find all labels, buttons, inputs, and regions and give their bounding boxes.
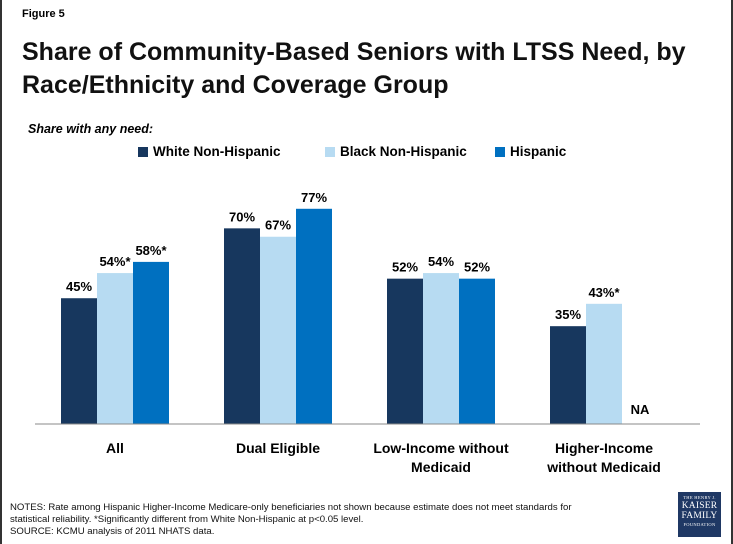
bar-label-2-0: 52% <box>392 260 418 275</box>
bar-3-0 <box>550 326 586 424</box>
category-label-2-1: Medicaid <box>411 459 471 475</box>
chart-subtitle: Share with any need: <box>28 122 154 136</box>
bar-3-1 <box>586 303 622 424</box>
bar-label-0-1: 54%* <box>99 254 131 269</box>
category-label-1-0: Dual Eligible <box>236 440 320 456</box>
legend-swatch-black <box>325 146 335 157</box>
bar-label-3-1: 43%* <box>588 285 620 300</box>
legend-item-white: White Non-Hispanic <box>138 144 281 159</box>
logo-line-1: THE HENRY J. <box>683 495 716 500</box>
bar-label-1-1: 67% <box>265 218 291 233</box>
legend-swatch-white <box>138 146 148 157</box>
note-line-2: statistical reliability. *Significantly … <box>10 514 364 525</box>
bar-2-0 <box>387 278 423 424</box>
bar-label-0-0: 45% <box>66 279 92 294</box>
figure-label: Figure 5 <box>22 8 65 20</box>
bar-0-1 <box>97 273 133 424</box>
bar-0-2 <box>133 261 169 424</box>
bar-label-1-2: 77% <box>301 190 327 205</box>
kff-logo: THE HENRY J. KAISER FAMILY FOUNDATION <box>678 492 721 537</box>
bar-label-0-2: 58%* <box>135 243 167 258</box>
legend-item-black: Black Non-Hispanic <box>325 144 467 159</box>
bar-label-2-2: 52% <box>464 260 490 275</box>
category-label-0-0: All <box>106 440 124 456</box>
logo-line-3: FAMILY <box>681 511 718 521</box>
bar-label-3-0: 35% <box>555 307 581 322</box>
legend-item-hispanic: Hispanic <box>495 144 566 159</box>
chart-title: Share of Community-Based Seniors with LT… <box>22 38 686 99</box>
bar-1-0 <box>224 228 260 424</box>
bar-1-1 <box>260 236 296 424</box>
bar-chart: 45% 54%* 58%* All 70% 67% 77% Dual Eligible 52% 5… <box>35 190 700 475</box>
footnotes: NOTES: Rate among Hispanic Higher-Income… <box>10 502 670 538</box>
legend-label-hispanic: Hispanic <box>510 144 567 159</box>
bar-0-0 <box>61 298 97 424</box>
source-line: SOURCE: KCMU analysis of 2011 NHATS data… <box>10 526 215 537</box>
bar-label-2-1: 54% <box>428 254 454 269</box>
logo-line-2: KAISER <box>681 501 718 511</box>
category-label-2-0: Low-Income without <box>373 440 509 456</box>
bar-1-2 <box>296 208 332 424</box>
note-line-1: NOTES: Rate among Hispanic Higher-Income… <box>10 502 572 513</box>
legend-label-white: White Non-Hispanic <box>153 144 281 159</box>
bar-2-2 <box>459 278 495 424</box>
legend: White Non-Hispanic Black Non-Hispanic Hi… <box>0 144 733 164</box>
category-label-3-1: without Medicaid <box>546 459 661 475</box>
legend-label-black: Black Non-Hispanic <box>340 144 467 159</box>
bar-2-1 <box>423 273 459 424</box>
category-label-3-0: Higher-Income <box>555 440 653 456</box>
logo-line-4: FOUNDATION <box>683 522 716 527</box>
legend-swatch-hispanic <box>495 146 505 157</box>
bar-label-1-0: 70% <box>229 209 255 224</box>
bar-label-3-2: NA <box>631 402 650 417</box>
